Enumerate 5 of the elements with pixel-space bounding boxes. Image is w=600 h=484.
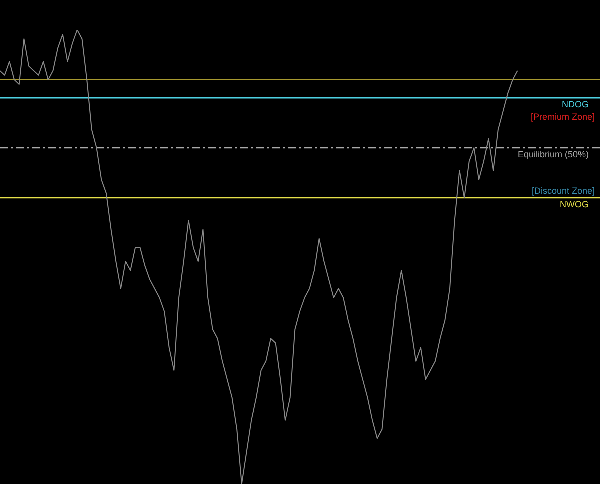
ref-line-label: NDOG [562, 99, 589, 110]
annotation: [Discount Zone] [530, 186, 596, 196]
annotation: [Premium Zone] [530, 112, 596, 122]
ref-line-label: Equilibrium (50%) [518, 149, 589, 160]
ref-line-label: NWOG [560, 199, 589, 210]
